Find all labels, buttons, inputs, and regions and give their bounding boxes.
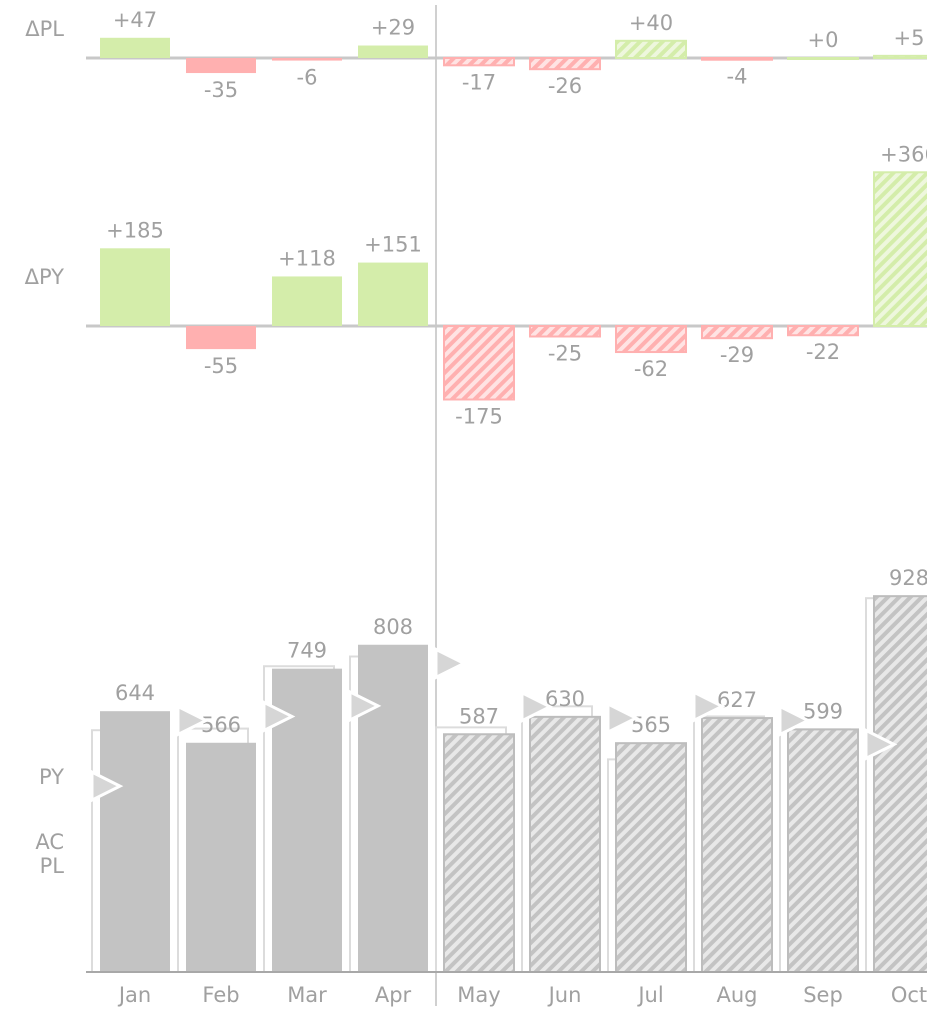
column-bar — [443, 733, 515, 974]
data-label: 566 — [201, 713, 241, 737]
data-label: +47 — [113, 8, 157, 32]
x-tick-label: Jan — [117, 983, 151, 1007]
x-tick-label: Mar — [287, 983, 327, 1007]
data-label: 749 — [287, 639, 327, 663]
column-bar — [100, 711, 170, 972]
x-tick-label: Oct — [891, 983, 927, 1007]
data-label: +29 — [371, 16, 415, 40]
data-label: -6 — [297, 66, 318, 90]
py-marker — [692, 689, 726, 723]
column-bar — [529, 715, 601, 973]
data-label: -62 — [634, 357, 668, 381]
delta-bar — [100, 248, 170, 326]
data-label: 644 — [115, 681, 155, 705]
x-tick-label: Feb — [202, 983, 239, 1007]
legend-label: PL — [40, 854, 65, 878]
delta-bar — [272, 276, 342, 326]
data-label: +185 — [106, 218, 164, 242]
delta-bar — [186, 326, 256, 350]
data-label: -29 — [720, 343, 754, 367]
data-label: -17 — [462, 70, 496, 94]
data-label: +366 — [880, 142, 927, 166]
data-label: +151 — [364, 233, 422, 257]
data-label: -175 — [455, 405, 503, 429]
delta-bar — [701, 325, 773, 340]
delta-bar — [787, 57, 859, 60]
py-marker — [434, 646, 468, 680]
py-marker — [520, 690, 554, 724]
row-label: ΔPY — [25, 265, 65, 289]
x-tick-label: Sep — [803, 983, 843, 1007]
x-tick-label: May — [457, 983, 500, 1007]
delta-bar — [529, 57, 601, 71]
py-marker — [864, 727, 898, 761]
column-bar — [701, 717, 773, 973]
delta-bar — [358, 45, 428, 58]
row-label: ΔPL — [25, 17, 64, 41]
delta-bar — [873, 54, 927, 59]
py-marker — [262, 700, 296, 733]
x-tick-label: Apr — [375, 983, 412, 1007]
data-label: -25 — [548, 342, 582, 366]
py-marker — [606, 701, 640, 735]
data-label: -55 — [204, 354, 238, 378]
data-label: +40 — [629, 11, 673, 35]
delta-bar — [873, 171, 927, 327]
delta-bar — [443, 57, 515, 67]
data-label: -22 — [806, 340, 840, 364]
data-label: 587 — [459, 704, 499, 728]
data-label: 599 — [803, 699, 843, 723]
delta-bar — [358, 262, 428, 326]
data-label: +118 — [278, 246, 336, 270]
legend-label: AC — [35, 830, 64, 854]
column-bar — [787, 728, 859, 974]
delta-bar — [100, 37, 170, 58]
delta-bar — [701, 57, 773, 61]
x-tick-label: Jul — [636, 983, 663, 1007]
data-label: 928 — [889, 566, 927, 590]
column-bar — [615, 742, 687, 973]
delta-bar — [615, 39, 687, 59]
data-label: 627 — [717, 688, 757, 712]
delta-bar — [529, 325, 601, 338]
delta-bar — [787, 325, 859, 337]
data-label: 565 — [631, 713, 671, 737]
x-tick-label: Jun — [547, 983, 582, 1007]
data-label: -26 — [548, 74, 582, 98]
py-marker — [348, 689, 382, 723]
legend-label: PY — [39, 765, 64, 789]
data-label: -35 — [204, 78, 238, 102]
py-marker — [778, 704, 812, 737]
column-bar — [186, 742, 256, 972]
data-label: 808 — [373, 615, 413, 639]
delta-bar — [272, 58, 342, 61]
data-label: +5 — [894, 26, 925, 50]
py-marker — [90, 769, 124, 803]
column-bar — [358, 644, 428, 972]
column-bar — [873, 595, 927, 973]
delta-bar — [186, 58, 256, 74]
data-label: -4 — [727, 65, 748, 89]
x-tick-label: Aug — [716, 983, 757, 1007]
py-marker — [176, 704, 210, 737]
data-label: +0 — [808, 28, 839, 52]
delta-bar — [615, 325, 687, 354]
delta-bar — [443, 325, 515, 401]
